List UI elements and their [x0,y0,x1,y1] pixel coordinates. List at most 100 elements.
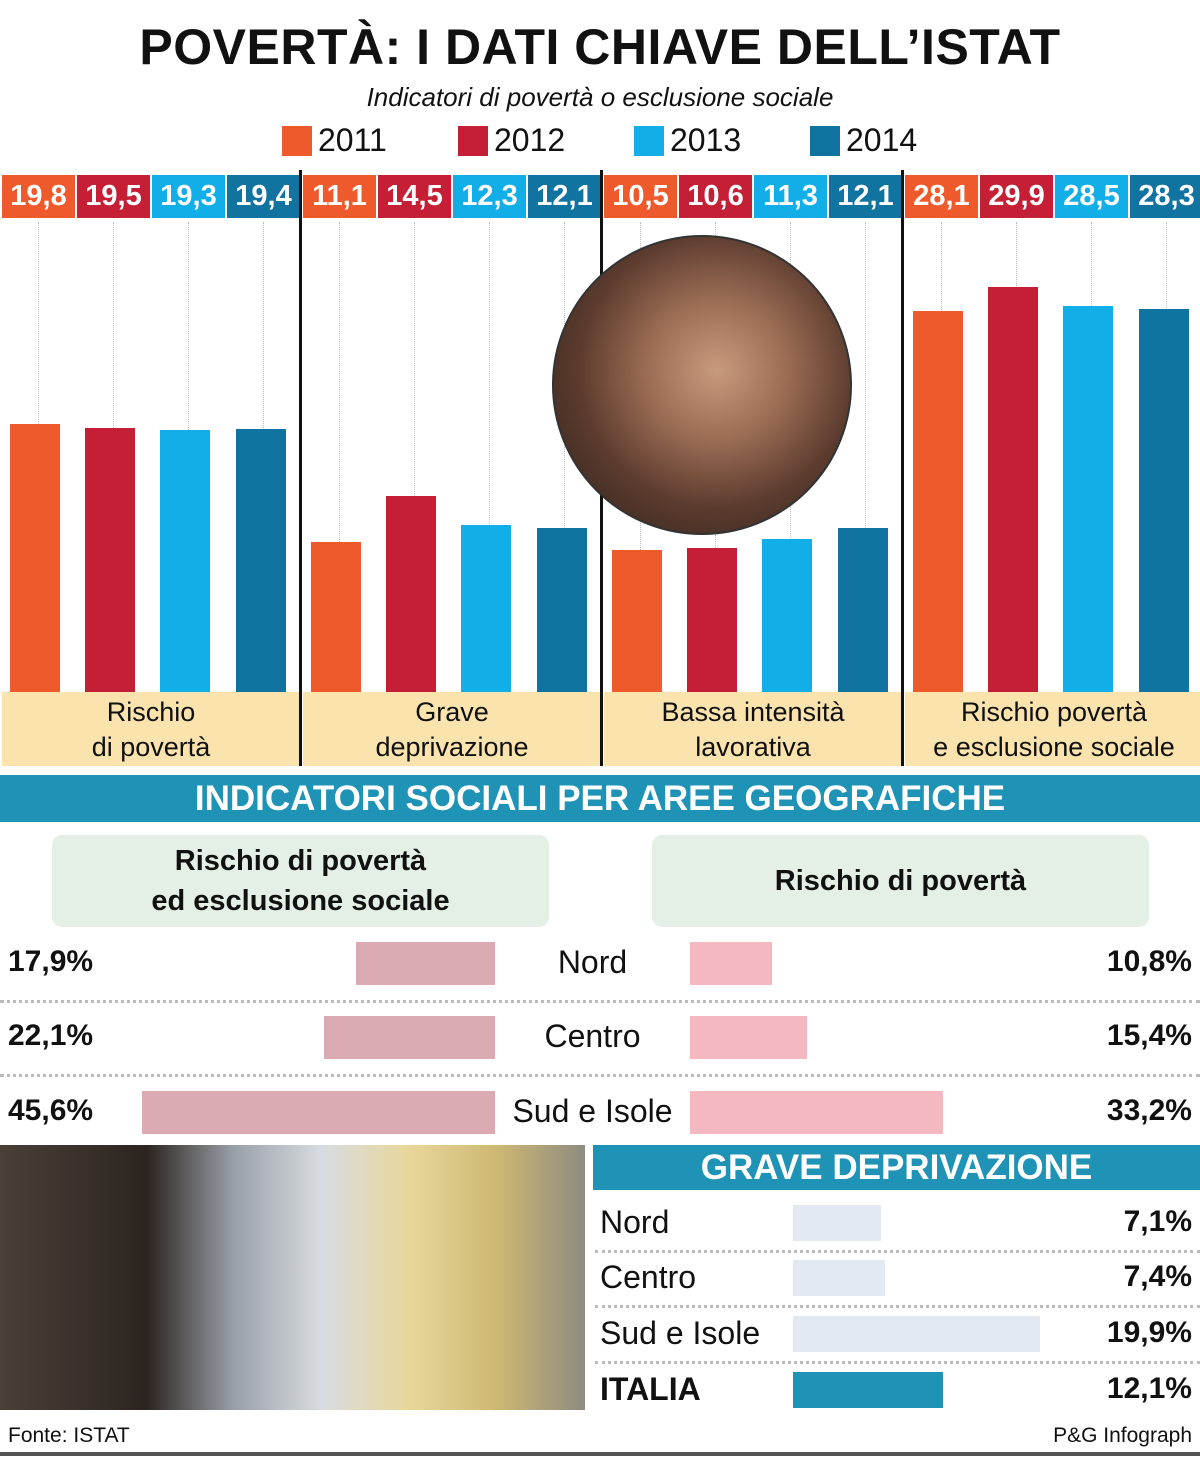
area-label: Centro [544,1018,641,1054]
bar-2014 [537,528,587,692]
category-label-line: Rischio [106,697,196,727]
right-value: 15,4% [1106,1019,1192,1052]
legend-item-2013: 2013 [634,122,741,159]
grave-value: 7,1% [1123,1205,1192,1238]
value-label: 19,8 [2,175,75,218]
legend-label: 2012 [494,122,566,158]
left-subheader: Rischio di povertà ed esclusione sociale [52,835,549,927]
legend-swatch [458,125,488,156]
group-divider [901,170,904,766]
bar-2013 [160,430,210,692]
row-divider [0,1000,1200,1003]
category-label-line: e esclusione sociale [933,732,1175,762]
left-subheader-line2: ed esclusione sociale [151,885,450,917]
right-bar [690,1016,808,1059]
coins-hand-photo [552,235,852,535]
credit: P&G Infograph [1053,1424,1192,1447]
grave-value: 12,1% [1106,1372,1192,1405]
gridline [489,222,490,692]
bar-2011 [311,541,361,692]
grave-area-label: ITALIA [600,1371,701,1407]
area-label: Sud e Isole [512,1093,673,1129]
row-divider [595,1305,1200,1308]
bar-2013 [1063,305,1113,692]
bar-2011 [612,549,662,692]
category-label-line: di povertà [91,732,211,762]
grave-value: 7,4% [1123,1260,1192,1293]
bar-2012 [687,548,737,692]
category-label-line: Rischio povertà [960,697,1148,727]
legend-label: 2013 [670,122,742,158]
bar-2011 [913,311,963,692]
page-title: POVERTÀ: I DATI CHIAVE DELL’ISTAT [139,19,1061,75]
value-label: 10,5 [604,175,677,218]
grave-area-label: Nord [600,1204,670,1240]
category-label: Rischio di povertà [2,692,300,766]
grave-bar [793,1205,882,1241]
grave-area-label: Sud e Isole [600,1315,761,1351]
category-label-line: Bassa intensità [661,697,845,727]
value-label: 11,3 [754,175,827,218]
gridline [339,222,340,692]
elderly-man-photo [0,1145,585,1410]
right-value: 10,8% [1106,945,1192,978]
category-label-line: Grave [415,697,489,727]
grave-bar [793,1372,944,1408]
row-divider [595,1250,1200,1253]
group-divider [299,170,302,766]
gridline [865,222,866,692]
value-label: 12,1 [528,175,601,218]
bar-2014 [1139,308,1189,692]
geo-section-header: INDICATORI SOCIALI PER AREE GEOGRAFICHE [0,775,1200,822]
legend-swatch [810,125,840,156]
grave-section-header: GRAVE DEPRIVAZIONE [593,1145,1200,1190]
legend-swatch [282,125,312,156]
bar-2012 [988,286,1038,692]
legend-item-2014: 2014 [810,122,917,159]
value-label: 19,3 [152,175,225,218]
value-label: 12,1 [829,175,902,218]
right-bar [690,942,773,985]
legend-item-2011: 2011 [282,122,387,159]
gridline [564,222,565,692]
value-label: 29,9 [980,175,1053,218]
bar-2013 [762,538,812,692]
bar-2013 [461,525,511,692]
legend-label: 2014 [846,122,918,158]
right-bar [690,1091,943,1134]
value-label: 19,5 [77,175,150,218]
legend-label: 2011 [318,122,387,158]
bottom-rule [0,1452,1200,1456]
bar-2014 [236,429,286,692]
subtitle: Indicatori di povertà o esclusione socia… [366,82,834,112]
value-label: 28,3 [1130,175,1200,218]
left-value: 17,9% [8,945,94,978]
value-label: 28,1 [905,175,978,218]
grave-bar [793,1316,1040,1352]
left-value: 22,1% [8,1019,94,1052]
category-label: Grave deprivazione [303,692,601,766]
value-label: 12,3 [453,175,526,218]
left-bar [142,1091,495,1134]
legend-item-2012: 2012 [458,122,565,159]
area-label: Nord [557,944,628,980]
category-label: Rischio povertà e esclusione sociale [905,692,1200,766]
right-subheader: Rischio di povertà [652,835,1149,927]
grave-value: 19,9% [1106,1316,1192,1349]
left-bar [323,1016,495,1059]
value-label: 11,1 [303,175,376,218]
grave-bar [793,1260,885,1296]
bar-2012 [386,495,436,692]
left-subheader-line1: Rischio di povertà [174,845,427,877]
right-value: 33,2% [1106,1094,1192,1127]
value-label: 19,4 [227,175,300,218]
gridline [414,222,415,692]
bar-2014 [838,528,888,692]
category-label-line: lavorativa [695,732,811,762]
value-label: 10,6 [679,175,752,218]
row-divider [595,1361,1200,1364]
bar-2011 [10,423,60,692]
value-label: 14,5 [378,175,451,218]
left-bar [356,942,495,985]
